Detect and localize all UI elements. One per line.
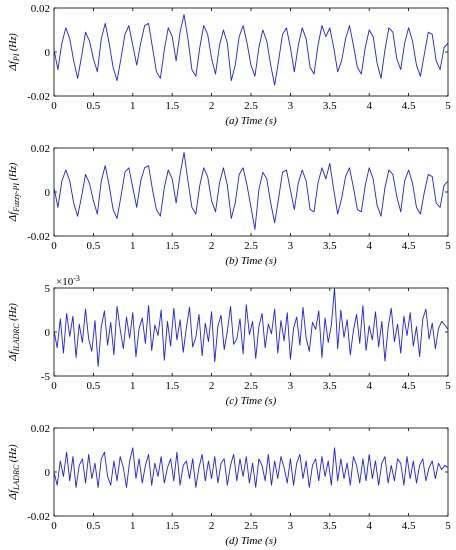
y-label-unit: (Hz) bbox=[8, 302, 19, 323]
y-label-main: Δf bbox=[7, 349, 19, 361]
x-tick-label: 0.5 bbox=[87, 520, 101, 532]
y-tick-label: -0.02 bbox=[27, 91, 50, 103]
plot-frame bbox=[53, 147, 449, 237]
y-tick-label: 0.02 bbox=[31, 3, 50, 15]
panel-caption: (a) Time (s) bbox=[225, 115, 277, 127]
y-tick-label: -5 bbox=[41, 371, 51, 383]
x-tick-label: 2 bbox=[209, 240, 215, 252]
x-tick-label: 5 bbox=[445, 380, 451, 392]
x-tick-label: 4.5 bbox=[402, 520, 416, 532]
x-tick-label: 3 bbox=[288, 380, 294, 392]
x-tick-label: 4.5 bbox=[402, 240, 416, 252]
y-tick-label: -0.02 bbox=[27, 511, 50, 523]
x-tick-label: 0.5 bbox=[87, 380, 101, 392]
x-tick-label: 1.5 bbox=[165, 240, 179, 252]
x-tick-label: 3.5 bbox=[323, 100, 337, 112]
x-tick-label: 1 bbox=[130, 520, 136, 532]
x-tick-label: 5 bbox=[445, 240, 451, 252]
y-tick-label: 0.02 bbox=[31, 423, 50, 435]
x-tick-label: 2 bbox=[209, 520, 215, 532]
y-label-main: Δf bbox=[7, 210, 19, 222]
x-tick-label: 2 bbox=[209, 100, 215, 112]
y-tick-label: 0 bbox=[45, 187, 51, 199]
x-tick-label: 1 bbox=[130, 380, 136, 392]
x-tick-label: 1.5 bbox=[165, 380, 179, 392]
x-tick-label: 1.5 bbox=[165, 520, 179, 532]
series-line-d bbox=[53, 447, 449, 488]
y-label-main: Δf bbox=[7, 488, 19, 500]
x-tick-label: 4 bbox=[366, 240, 372, 252]
y-exponent-label: ×10-3 bbox=[56, 274, 80, 288]
x-tick-label: 4.5 bbox=[402, 100, 416, 112]
plot-frame bbox=[53, 287, 449, 377]
y-tick-label: -0.02 bbox=[27, 231, 50, 243]
panel-caption: (b) Time (s) bbox=[225, 255, 277, 267]
series-line-a bbox=[53, 14, 449, 86]
plot-frame bbox=[53, 7, 449, 97]
x-tick-label: 4 bbox=[366, 520, 372, 532]
x-tick-label: 1 bbox=[130, 100, 136, 112]
y-axis-label: ΔfPI (Hz) bbox=[7, 33, 21, 72]
x-tick-label: 4 bbox=[366, 380, 372, 392]
y-axis-label: ΔfFuzzy-PI (Hz) bbox=[7, 162, 21, 222]
y-label-subscript: LADRC bbox=[12, 464, 21, 491]
x-tick-label: 3 bbox=[288, 240, 294, 252]
y-axis-label: ΔfILADRC (Hz) bbox=[7, 302, 21, 361]
series-line-c bbox=[53, 287, 449, 367]
y-label-unit: (Hz) bbox=[8, 33, 19, 54]
x-tick-label: 4.5 bbox=[402, 380, 416, 392]
x-tick-label: 0.5 bbox=[87, 100, 101, 112]
x-tick-label: 2.5 bbox=[244, 520, 258, 532]
exponent-power: -3 bbox=[73, 274, 80, 283]
x-tick-label: 3.5 bbox=[323, 520, 337, 532]
panel-caption: (d) Time (s) bbox=[225, 535, 277, 547]
y-tick-label: 0 bbox=[45, 467, 51, 479]
x-tick-label: 0 bbox=[51, 380, 57, 392]
x-tick-label: 5 bbox=[445, 100, 451, 112]
y-label-unit: (Hz) bbox=[8, 162, 19, 183]
panel-caption: (c) Time (s) bbox=[226, 395, 277, 407]
y-label-subscript: ILADRC bbox=[12, 323, 21, 353]
x-tick-label: 5 bbox=[445, 520, 451, 532]
x-tick-label: 0.5 bbox=[87, 240, 101, 252]
x-tick-label: 1 bbox=[130, 240, 136, 252]
y-tick-label: 0.02 bbox=[31, 143, 50, 155]
y-tick-label: 5 bbox=[45, 283, 51, 295]
series-line-b bbox=[53, 151, 449, 230]
y-label-subscript: Fuzzy-PI bbox=[12, 183, 21, 213]
x-tick-label: 0 bbox=[51, 240, 57, 252]
chart-panel-b: 0 0.5 1 1.5 2 2.5 3 3.5 4 4.5 5-0.0200.02ΔfFuzzy-P… bbox=[7, 143, 451, 267]
x-tick-label: 0 bbox=[51, 520, 57, 532]
x-tick-label: 2.5 bbox=[244, 100, 258, 112]
x-tick-label: 4 bbox=[366, 100, 372, 112]
y-axis-label: ΔfLADRC (Hz) bbox=[7, 444, 21, 501]
x-tick-label: 2 bbox=[209, 380, 215, 392]
y-tick-label: 0 bbox=[45, 47, 51, 59]
x-tick-label: 2.5 bbox=[244, 240, 258, 252]
y-label-subscript: PI bbox=[12, 53, 21, 62]
exponent-base: ×10 bbox=[56, 276, 74, 288]
x-tick-label: 3.5 bbox=[323, 240, 337, 252]
y-label-unit: (Hz) bbox=[8, 444, 19, 465]
x-tick-label: 0 bbox=[51, 100, 57, 112]
y-tick-label: 0 bbox=[45, 327, 51, 339]
x-tick-label: 3 bbox=[288, 520, 294, 532]
x-tick-label: 3.5 bbox=[323, 380, 337, 392]
x-tick-label: 2.5 bbox=[244, 380, 258, 392]
y-label-main: Δf bbox=[7, 59, 19, 71]
x-tick-label: 3 bbox=[288, 100, 294, 112]
x-tick-label: 1.5 bbox=[165, 100, 179, 112]
